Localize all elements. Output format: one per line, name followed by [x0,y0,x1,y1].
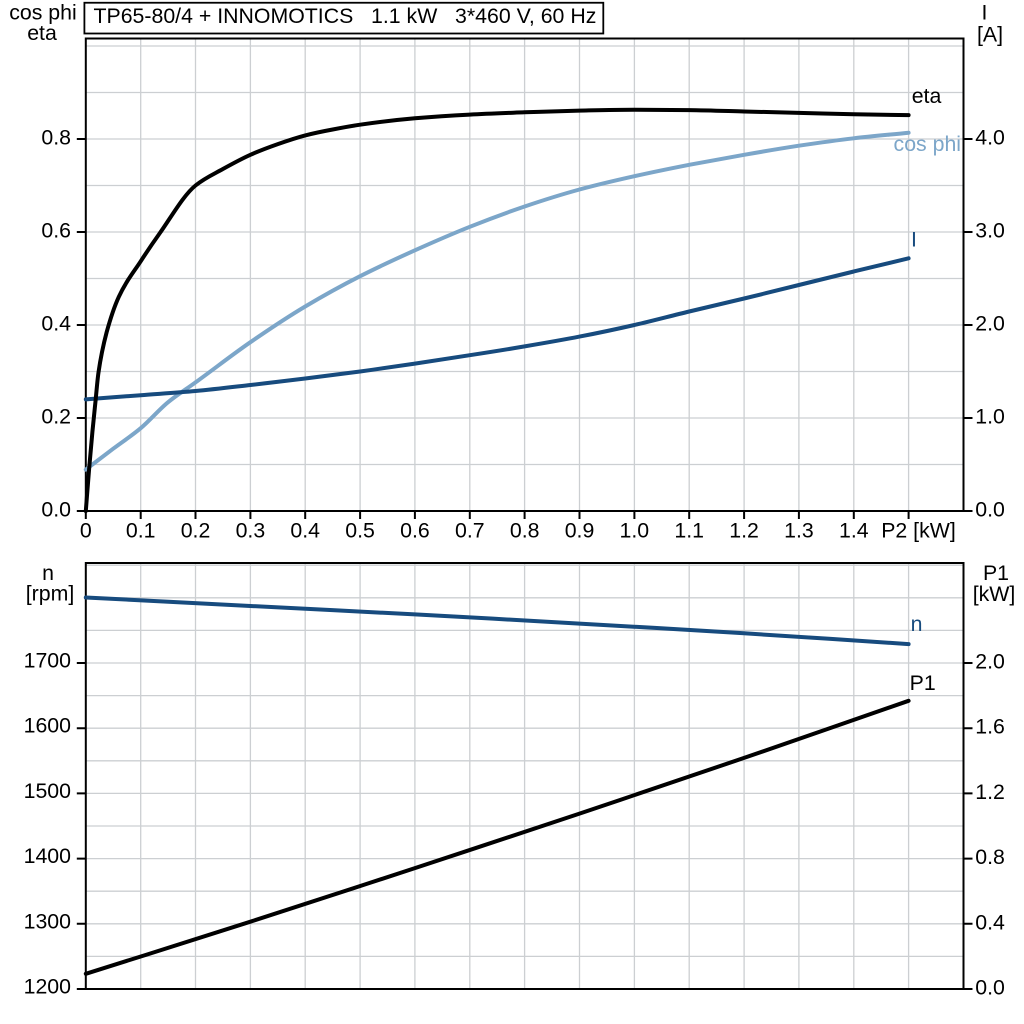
svg-text:0: 0 [80,519,92,543]
svg-text:eta: eta [27,21,57,45]
svg-text:I: I [911,228,917,252]
svg-text:1.2: 1.2 [729,519,759,543]
svg-text:4.0: 4.0 [975,126,1005,150]
svg-text:1.2: 1.2 [975,780,1005,804]
svg-text:0.6: 0.6 [400,519,430,543]
svg-text:0.8: 0.8 [41,126,71,150]
svg-text:1.1: 1.1 [674,519,704,543]
svg-text:cos phi: cos phi [894,132,961,156]
svg-text:1600: 1600 [24,714,72,738]
svg-text:cos phi: cos phi [9,1,76,25]
svg-text:0.4: 0.4 [975,910,1005,934]
svg-text:1.3: 1.3 [784,519,814,543]
svg-text:eta: eta [912,84,942,108]
svg-text:1200: 1200 [24,975,72,999]
svg-text:TP65-80/4 + INNOMOTICS 1.1 k: TP65-80/4 + INNOMOTICS 1.1 kW 3*460 V, 6… [94,4,597,28]
svg-text:I: I [982,1,988,25]
svg-text:3.0: 3.0 [975,219,1005,243]
svg-text:1400: 1400 [24,844,72,868]
svg-text:P1: P1 [910,671,936,695]
svg-text:0.6: 0.6 [41,219,71,243]
svg-text:1.0: 1.0 [620,519,650,543]
svg-text:0.2: 0.2 [41,405,71,429]
svg-text:P1: P1 [983,561,1009,585]
svg-text:0.0: 0.0 [975,976,1005,1000]
svg-text:2.0: 2.0 [975,312,1005,336]
svg-text:n: n [42,561,54,585]
svg-text:P2 [kW]: P2 [kW] [881,519,956,543]
svg-text:[rpm]: [rpm] [26,582,75,606]
svg-text:1.0: 1.0 [975,405,1005,429]
svg-text:1700: 1700 [24,649,72,673]
svg-text:0.4: 0.4 [290,519,320,543]
svg-text:n: n [911,612,923,636]
svg-text:1.6: 1.6 [975,715,1005,739]
svg-text:0.4: 0.4 [41,312,71,336]
svg-text:0.5: 0.5 [345,519,375,543]
svg-text:0.3: 0.3 [236,519,266,543]
svg-text:0.9: 0.9 [565,519,595,543]
svg-text:0.0: 0.0 [41,498,71,522]
svg-text:0.8: 0.8 [510,519,540,543]
svg-text:1500: 1500 [24,779,72,803]
svg-text:2.0: 2.0 [975,650,1005,674]
svg-text:1.4: 1.4 [839,519,869,543]
svg-text:[A]: [A] [977,23,1003,47]
svg-text:0.7: 0.7 [455,519,485,543]
svg-text:0.0: 0.0 [975,498,1005,522]
svg-text:1300: 1300 [24,909,72,933]
svg-text:0.2: 0.2 [181,519,211,543]
svg-text:[kW]: [kW] [973,582,1016,606]
svg-text:0.1: 0.1 [126,519,156,543]
svg-text:0.8: 0.8 [975,845,1005,869]
